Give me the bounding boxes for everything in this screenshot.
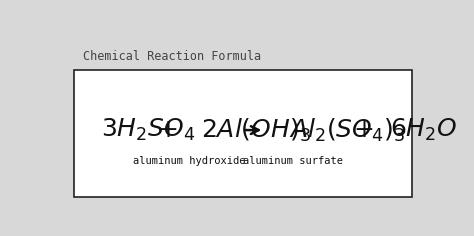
Text: $6H_2O$: $6H_2O$ — [390, 117, 457, 143]
Text: aluminum surfate: aluminum surfate — [243, 156, 343, 166]
Text: $2Al(OH)_3$: $2Al(OH)_3$ — [201, 117, 310, 144]
Text: $+$: $+$ — [353, 118, 374, 142]
Text: $+$: $+$ — [156, 118, 177, 142]
Text: aluminum hydroxide: aluminum hydroxide — [133, 156, 246, 166]
Text: $3H_2SO_4$: $3H_2SO_4$ — [101, 117, 196, 143]
Text: Chemical Reaction Formula: Chemical Reaction Formula — [83, 50, 261, 63]
Text: $Al_2(SO_4)_3$: $Al_2(SO_4)_3$ — [289, 117, 405, 144]
FancyBboxPatch shape — [74, 70, 412, 197]
